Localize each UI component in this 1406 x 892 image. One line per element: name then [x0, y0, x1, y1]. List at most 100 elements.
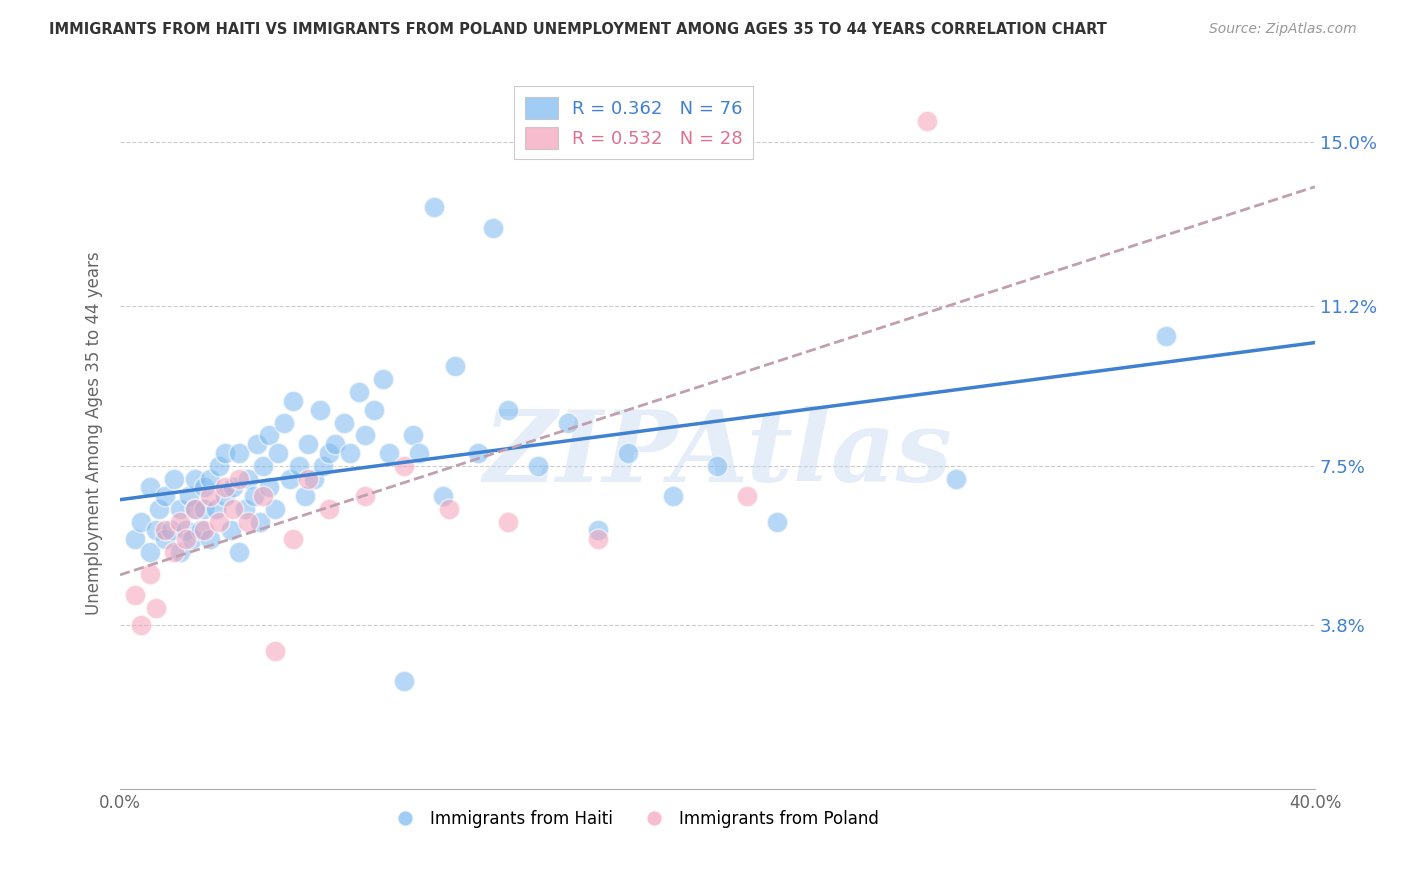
Point [228, 446, 250, 460]
Point [264, 501, 287, 516]
Point [139, 545, 162, 559]
Point [422, 200, 444, 214]
Point [363, 402, 385, 417]
Point [207, 458, 229, 473]
Point [252, 458, 274, 473]
Point [153, 524, 176, 538]
Point [288, 458, 311, 473]
Point [177, 489, 200, 503]
Point [378, 446, 401, 460]
Point [193, 524, 215, 538]
Point [557, 416, 579, 430]
Point [467, 446, 489, 460]
Point [264, 644, 287, 658]
Point [183, 501, 205, 516]
Point [238, 472, 260, 486]
Point [498, 402, 520, 417]
Point [333, 416, 356, 430]
Point [139, 566, 162, 581]
Point [252, 489, 274, 503]
Text: ZIPAtlas: ZIPAtlas [484, 407, 952, 503]
Point [1154, 329, 1177, 343]
Point [180, 532, 202, 546]
Point [198, 472, 221, 486]
Point [190, 524, 212, 538]
Point [246, 437, 269, 451]
Point [169, 501, 191, 516]
Point [392, 458, 415, 473]
Point [347, 385, 370, 400]
Point [339, 446, 361, 460]
Point [145, 524, 167, 538]
Point [214, 480, 236, 494]
Point [318, 446, 340, 460]
Point [323, 437, 346, 451]
Point [163, 472, 186, 486]
Point [159, 524, 181, 538]
Point [371, 372, 394, 386]
Point [153, 489, 176, 503]
Legend: Immigrants from Haiti, Immigrants from Poland: Immigrants from Haiti, Immigrants from P… [381, 803, 886, 834]
Point [139, 480, 162, 494]
Point [354, 489, 377, 503]
Point [443, 359, 465, 374]
Point [222, 501, 245, 516]
Point [169, 545, 191, 559]
Point [183, 501, 205, 516]
Point [259, 480, 281, 494]
Point [273, 416, 295, 430]
Point [766, 515, 789, 529]
Point [945, 472, 967, 486]
Point [169, 515, 191, 529]
Point [527, 458, 550, 473]
Point [437, 501, 460, 516]
Point [408, 446, 430, 460]
Point [163, 545, 186, 559]
Point [392, 674, 415, 689]
Point [354, 428, 377, 442]
Y-axis label: Unemployment Among Ages 35 to 44 years: Unemployment Among Ages 35 to 44 years [86, 252, 103, 615]
Point [198, 489, 221, 503]
Point [706, 458, 728, 473]
Point [498, 515, 520, 529]
Point [297, 437, 319, 451]
Point [267, 446, 290, 460]
Point [124, 588, 146, 602]
Point [302, 472, 325, 486]
Point [183, 472, 205, 486]
Point [737, 489, 759, 503]
Point [207, 515, 229, 529]
Point [204, 501, 226, 516]
Point [243, 489, 266, 503]
Point [318, 501, 340, 516]
Point [124, 532, 146, 546]
Point [312, 458, 335, 473]
Text: IMMIGRANTS FROM HAITI VS IMMIGRANTS FROM POLAND UNEMPLOYMENT AMONG AGES 35 TO 44: IMMIGRANTS FROM HAITI VS IMMIGRANTS FROM… [49, 22, 1107, 37]
Point [249, 515, 271, 529]
Point [228, 545, 250, 559]
Point [586, 532, 609, 546]
Point [309, 402, 332, 417]
Point [174, 532, 197, 546]
Point [482, 221, 505, 235]
Point [661, 489, 683, 503]
Text: Source: ZipAtlas.com: Source: ZipAtlas.com [1209, 22, 1357, 37]
Point [145, 601, 167, 615]
Point [294, 489, 316, 503]
Point [214, 446, 236, 460]
Point [214, 489, 236, 503]
Point [617, 446, 640, 460]
Point [174, 524, 197, 538]
Point [153, 532, 176, 546]
Point [193, 480, 215, 494]
Point [283, 532, 305, 546]
Point [235, 501, 257, 516]
Point [129, 515, 152, 529]
Point [148, 501, 170, 516]
Point [219, 524, 242, 538]
Point [238, 515, 260, 529]
Point [915, 113, 938, 128]
Point [432, 489, 454, 503]
Point [129, 618, 152, 632]
Point [193, 501, 215, 516]
